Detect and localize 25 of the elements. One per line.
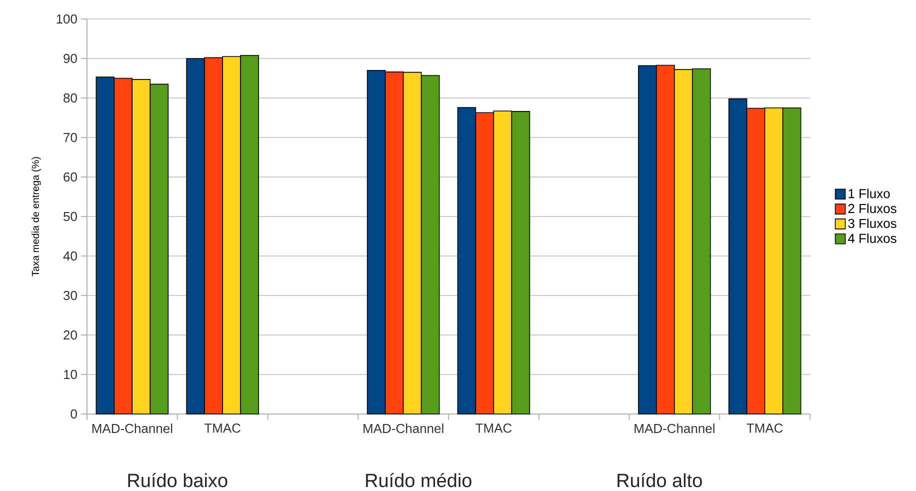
y-tick-label: 100 <box>56 14 77 24</box>
x-tick-label: MAD-Channel <box>364 424 444 434</box>
y-tick-label: 20 <box>64 330 77 340</box>
y-tick-label: 10 <box>64 370 77 380</box>
x-tick-label: TMAC <box>476 424 512 433</box>
y-tick-label: 30 <box>64 290 77 300</box>
x-tick-label: TMAC <box>204 424 240 433</box>
y-tick-label: 0 <box>70 409 77 419</box>
y-tick-label: 50 <box>64 212 77 222</box>
text: Ruído alto <box>618 473 702 488</box>
y-tick-label: 60 <box>64 172 77 182</box>
text: Ruído baixo <box>128 473 228 488</box>
y-tick-label: 90 <box>64 54 77 64</box>
legend-label: 2 Fluxos <box>848 204 896 214</box>
y-tick-label: 70 <box>64 132 77 142</box>
y-tick-label: 80 <box>64 93 77 103</box>
legend-label: 4 Fluxos <box>848 233 896 243</box>
y-axis-title: Taxa media de entrega (%) <box>32 157 41 276</box>
text: Ruído médio <box>366 473 472 488</box>
legend-label: 3 Fluxos <box>848 218 896 228</box>
x-tick-label: MAD-Channel <box>634 424 714 434</box>
x-tick-label: TMAC <box>746 424 783 433</box>
legend-label: 1 Fluxo <box>848 188 890 198</box>
x-tick-label: MAD-Channel <box>92 424 172 434</box>
y-tick-label: 40 <box>63 251 77 261</box>
